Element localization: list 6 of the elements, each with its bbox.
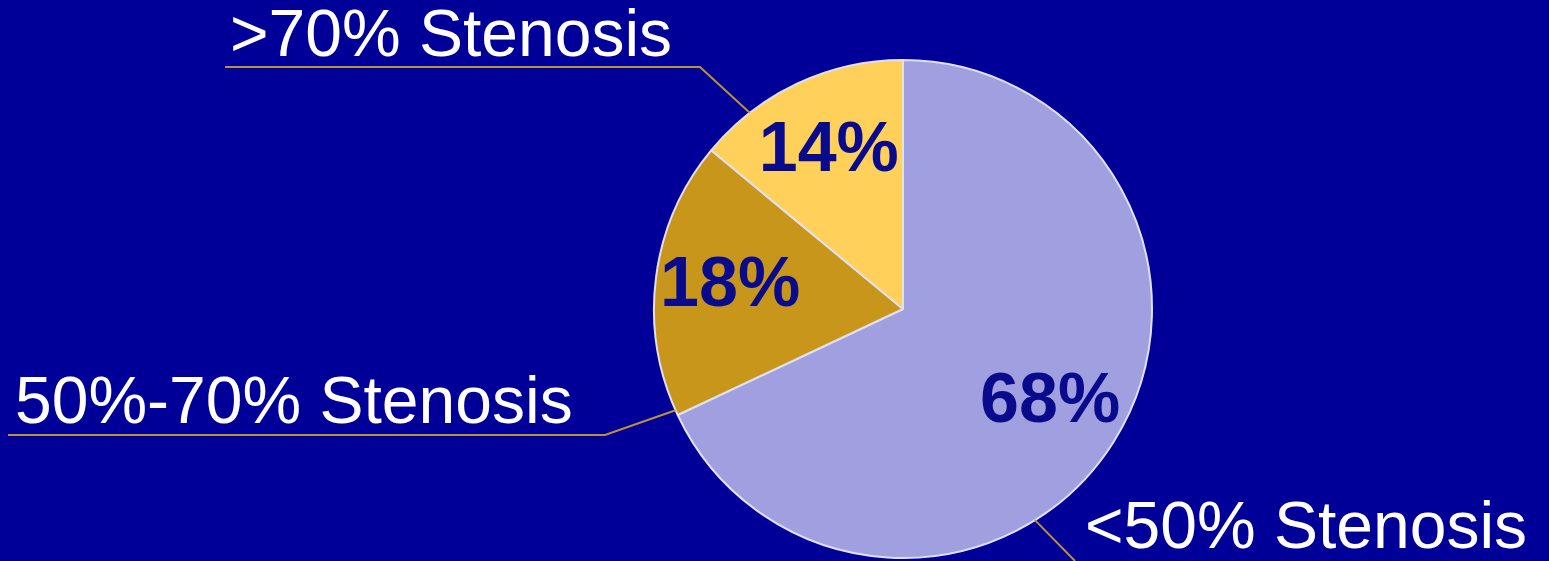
slice-label: 50%-70% Stenosis (15, 363, 573, 438)
data-label: 18% (660, 243, 801, 322)
slice-label: <50% Stenosis (1085, 488, 1528, 561)
data-label: 14% (758, 107, 899, 186)
data-label: 68% (980, 358, 1121, 437)
slice-label: >70% Stenosis (230, 0, 673, 71)
